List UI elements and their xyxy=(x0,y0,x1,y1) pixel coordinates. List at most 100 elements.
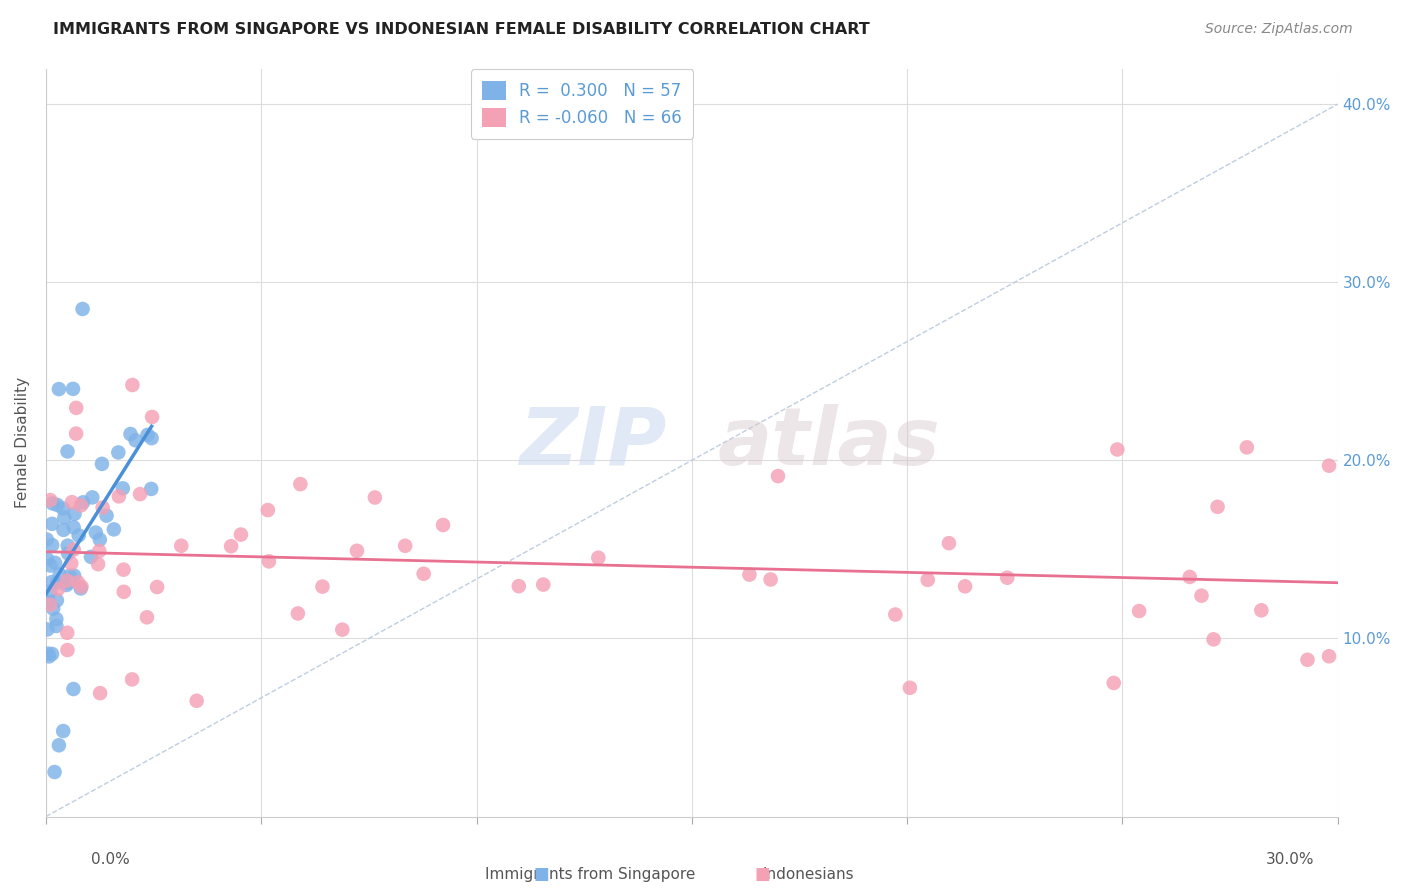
Point xyxy=(56,539,79,553)
Point xyxy=(364,491,387,505)
Point xyxy=(1107,442,1129,457)
Point xyxy=(35,533,58,547)
Point xyxy=(72,301,94,316)
Point xyxy=(65,401,87,415)
Point xyxy=(56,643,79,657)
Point xyxy=(87,557,110,571)
Point xyxy=(52,724,75,739)
Point xyxy=(953,579,976,593)
Point xyxy=(38,595,60,609)
Point xyxy=(995,571,1018,585)
Point xyxy=(52,501,75,516)
Point xyxy=(1317,458,1340,473)
Point xyxy=(41,496,63,510)
Point xyxy=(62,520,84,534)
Point xyxy=(63,568,86,582)
Point xyxy=(48,382,70,396)
Point xyxy=(84,525,107,540)
Point xyxy=(346,543,368,558)
Point xyxy=(63,507,86,521)
Point xyxy=(89,686,111,700)
Point xyxy=(42,601,65,615)
Point xyxy=(45,619,67,633)
Point xyxy=(41,516,63,531)
Point xyxy=(257,503,280,517)
Point xyxy=(67,528,90,542)
Legend: R =  0.300   N = 57, R = -0.060   N = 66: R = 0.300 N = 57, R = -0.060 N = 66 xyxy=(471,70,693,139)
Point xyxy=(766,469,789,483)
Point xyxy=(257,554,280,568)
Point xyxy=(39,598,62,612)
Point xyxy=(56,546,79,560)
Point xyxy=(738,567,761,582)
Point xyxy=(82,491,104,505)
Point xyxy=(136,610,159,624)
Text: Immigrants from Singapore: Immigrants from Singapore xyxy=(485,867,696,882)
Point xyxy=(121,673,143,687)
Point xyxy=(112,584,135,599)
Point xyxy=(44,556,66,570)
Point xyxy=(141,482,163,496)
Point xyxy=(170,539,193,553)
Point xyxy=(60,495,83,509)
Point xyxy=(59,568,82,582)
Point xyxy=(219,539,242,553)
Point xyxy=(53,510,76,524)
Point xyxy=(120,427,142,442)
Point xyxy=(56,444,79,458)
Point xyxy=(37,647,59,661)
Point xyxy=(96,508,118,523)
Point xyxy=(91,457,114,471)
Point xyxy=(112,563,135,577)
Text: Source: ZipAtlas.com: Source: ZipAtlas.com xyxy=(1205,22,1353,37)
Point xyxy=(89,544,111,558)
Point xyxy=(48,739,70,753)
Point xyxy=(1206,500,1229,514)
Point xyxy=(759,573,782,587)
Point xyxy=(45,612,67,626)
Point xyxy=(1178,570,1201,584)
Point xyxy=(66,575,89,590)
Point xyxy=(46,582,69,596)
Point xyxy=(938,536,960,550)
Point xyxy=(1236,441,1258,455)
Text: ■: ■ xyxy=(533,865,550,883)
Point xyxy=(41,647,63,661)
Point xyxy=(1296,653,1319,667)
Point xyxy=(412,566,434,581)
Point xyxy=(186,694,208,708)
Point xyxy=(1191,589,1213,603)
Point xyxy=(141,431,163,445)
Point xyxy=(124,434,146,448)
Point xyxy=(62,382,84,396)
Point xyxy=(37,623,59,637)
Text: atlas: atlas xyxy=(717,403,941,482)
Point xyxy=(58,575,80,590)
Point xyxy=(89,533,111,547)
Text: Indonesians: Indonesians xyxy=(762,867,855,882)
Point xyxy=(136,428,159,442)
Point xyxy=(141,409,163,424)
Point xyxy=(432,518,454,533)
Point xyxy=(69,582,91,596)
Point xyxy=(884,607,907,622)
Point xyxy=(80,549,103,564)
Point xyxy=(60,557,83,571)
Point xyxy=(508,579,530,593)
Point xyxy=(38,649,60,664)
Text: 30.0%: 30.0% xyxy=(1267,852,1315,867)
Point xyxy=(1128,604,1150,618)
Point xyxy=(394,539,416,553)
Point xyxy=(35,552,58,566)
Text: ■: ■ xyxy=(754,865,770,883)
Point xyxy=(107,445,129,459)
Point xyxy=(44,764,66,779)
Text: ZIP: ZIP xyxy=(519,403,666,482)
Point xyxy=(290,477,312,491)
Point xyxy=(1250,603,1272,617)
Point xyxy=(39,558,62,573)
Point xyxy=(103,522,125,536)
Y-axis label: Female Disability: Female Disability xyxy=(15,377,30,508)
Point xyxy=(56,574,79,588)
Point xyxy=(111,481,134,495)
